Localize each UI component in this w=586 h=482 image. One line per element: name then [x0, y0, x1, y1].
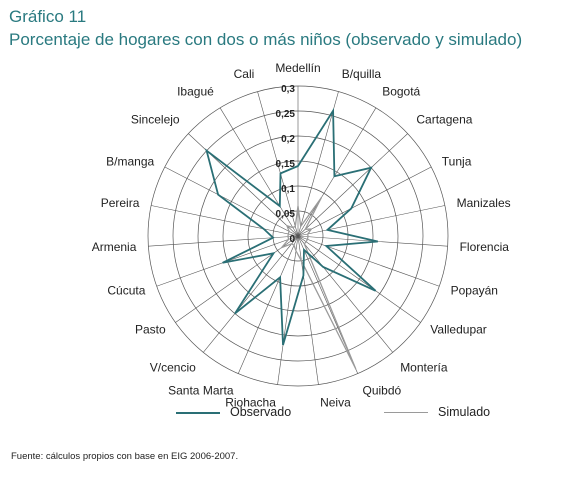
category-label-tunja: Tunja [442, 155, 472, 169]
category-label-neiva: Neiva [320, 396, 351, 410]
series-line-simulado [279, 197, 357, 370]
grid-spoke [297, 107, 377, 237]
category-label-pereira: Pereira [101, 196, 140, 210]
chart-subtitle: Porcentaje de hogares con dos o más niño… [9, 30, 523, 49]
legend-swatch-observado [176, 411, 220, 414]
legend-label-observado: Observado [230, 405, 292, 419]
grid-spoke [297, 235, 440, 287]
category-label-florencia: Florencia [460, 240, 510, 254]
grid-spoke [297, 91, 339, 237]
category-label-bogota: Bogotá [382, 85, 420, 99]
category-label-manizales: Manizales [457, 196, 511, 210]
category-label-cucuta: Cúcuta [107, 283, 145, 297]
legend-label-simulado: Simulado [438, 405, 491, 419]
grid-spoke [257, 91, 299, 237]
radial-tick-labels: 0 0,05 0,1 0,15 0,2 0,25 0,3 [276, 84, 296, 245]
radial-tick-label: 0,3 [281, 84, 295, 95]
category-label-pasto: Pasto [135, 322, 166, 336]
grid-spoke [297, 166, 432, 237]
category-label-v-cencio: V/cencio [150, 361, 196, 375]
legend-swatch-simulado [384, 412, 428, 414]
category-label-riohacha: Riohacha [225, 396, 276, 410]
radar-series [205, 107, 379, 370]
grid-spoke [297, 205, 445, 237]
grid-spoke [297, 235, 393, 353]
legend-item-observado: Observado [176, 405, 291, 419]
radial-tick-label: 0,05 [276, 209, 296, 220]
grid-spoke [151, 205, 299, 237]
radial-tick-label: 0 [289, 234, 295, 245]
chart-title: Gráfico 11 [9, 7, 87, 26]
grid-spoke [203, 235, 299, 353]
category-label-cartagena: Cartagena [416, 112, 472, 126]
category-label-quibdo: Quibdó [363, 384, 402, 398]
legend-item-simulado: Simulado [384, 405, 490, 419]
grid-spoke [219, 107, 299, 237]
grid-spoke [297, 133, 408, 237]
category-label-sincelejo: Sincelejo [131, 112, 180, 126]
grid-spoke [175, 235, 299, 323]
category-label-monteria: Montería [400, 361, 448, 375]
grid-spoke [237, 235, 299, 374]
radial-tick-label: 0,2 [281, 134, 295, 145]
category-label-medellin: Medellín [275, 61, 320, 75]
category-label-popayan: Popayán [451, 283, 498, 297]
radial-tick-label: 0,1 [281, 184, 295, 195]
category-label-santa-marta: Santa Marta [168, 384, 234, 398]
radial-tick-label: 0,15 [276, 159, 296, 170]
source-note: Fuente: cálculos propios con base en EIG… [11, 451, 239, 462]
category-label-ibague: Ibagué [177, 85, 214, 99]
grid-spoke [297, 235, 319, 385]
series-line-observado [205, 107, 379, 346]
category-label-cali: Cali [234, 67, 255, 81]
grid-spoke [277, 235, 299, 385]
category-label-b-quilla: B/quilla [342, 67, 382, 81]
radar-grid [147, 85, 449, 387]
radar-chart: 00,050,10,150,20,250,3 Medellín B/quillaB… [92, 61, 511, 410]
category-label-b-manga: B/manga [106, 155, 154, 169]
grid-spoke [297, 235, 421, 323]
grid-spoke [164, 166, 299, 237]
category-label-valledupar: Valledupar [430, 322, 486, 336]
category-label-armenia: Armenia [92, 240, 137, 254]
radial-tick-label: 0,25 [276, 109, 296, 120]
